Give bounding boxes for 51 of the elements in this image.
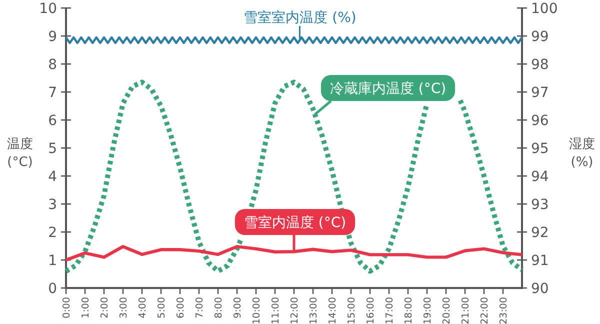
series-label: 雪室室内温度 (%) — [244, 10, 356, 26]
x-tick-label: 14:00 — [328, 297, 338, 324]
y2-axis-title: 湿度 (%) — [569, 136, 595, 170]
x-tick-label: 10:00 — [252, 297, 262, 324]
x-tick-label: 8:00 — [214, 297, 224, 318]
y-tick-label: 10 — [39, 1, 57, 17]
x-tick-label: 22:00 — [480, 297, 490, 324]
y2-tick-label: 93 — [531, 197, 549, 213]
y-tick-label: 6 — [48, 113, 58, 129]
series-label: 冷蔵庫内温度 (°C) — [330, 81, 446, 97]
y2-tick-label: 99 — [531, 29, 549, 45]
x-tick-label: 0:00 — [62, 297, 72, 318]
x-tick-label: 19:00 — [422, 297, 434, 324]
x-tick-label: 18:00 — [404, 297, 414, 324]
y-tick-label: 7 — [48, 85, 57, 101]
y-tick-label: 2 — [48, 225, 57, 241]
y-tick-label: 1 — [48, 253, 57, 269]
x-tick-label: 9:00 — [232, 297, 244, 318]
x-tick-label: 11:00 — [270, 297, 282, 324]
x-tick-label: 17:00 — [384, 297, 396, 324]
y2-tick-label: 100 — [531, 1, 558, 17]
y2-tick-label: 95 — [531, 141, 549, 157]
x-tick-label: 20:00 — [442, 297, 452, 324]
y2-tick-label: 94 — [531, 169, 549, 185]
x-tick-label: 7:00 — [194, 297, 206, 318]
x-tick-label: 6:00 — [176, 297, 186, 318]
y2-tick-label: 96 — [531, 113, 549, 129]
x-tick-label: 12:00 — [290, 297, 300, 324]
y-axis-title: 温度 (°C) — [7, 136, 33, 170]
y2-tick-label: 91 — [531, 253, 549, 269]
y-tick-label: 8 — [48, 57, 57, 73]
y-tick-label: 3 — [48, 197, 57, 213]
y2-tick-label: 92 — [531, 225, 549, 241]
y-tick-label: 0 — [48, 281, 57, 297]
x-tick-label: 15:00 — [346, 297, 358, 324]
x-tick-label: 21:00 — [460, 297, 472, 324]
x-tick-label: 3:00 — [118, 297, 130, 318]
x-tick-label: 13:00 — [308, 297, 320, 324]
x-tick-label: 23:00 — [498, 297, 510, 324]
y2-tick-label: 98 — [531, 57, 549, 73]
x-tick-label: 1:00 — [80, 297, 92, 318]
x-tick-label: 2:00 — [100, 297, 110, 318]
x-tick-label: 16:00 — [366, 297, 376, 324]
series-label: 雪室内温度 (°C) — [244, 215, 346, 231]
y2-tick-label: 90 — [531, 281, 549, 297]
x-tick-label: 4:00 — [138, 297, 148, 318]
y-tick-label: 5 — [48, 141, 57, 157]
y-tick-label: 4 — [48, 169, 58, 185]
x-tick-label: 5:00 — [156, 297, 168, 318]
y2-tick-label: 97 — [531, 85, 549, 101]
y-tick-label: 9 — [48, 29, 57, 45]
